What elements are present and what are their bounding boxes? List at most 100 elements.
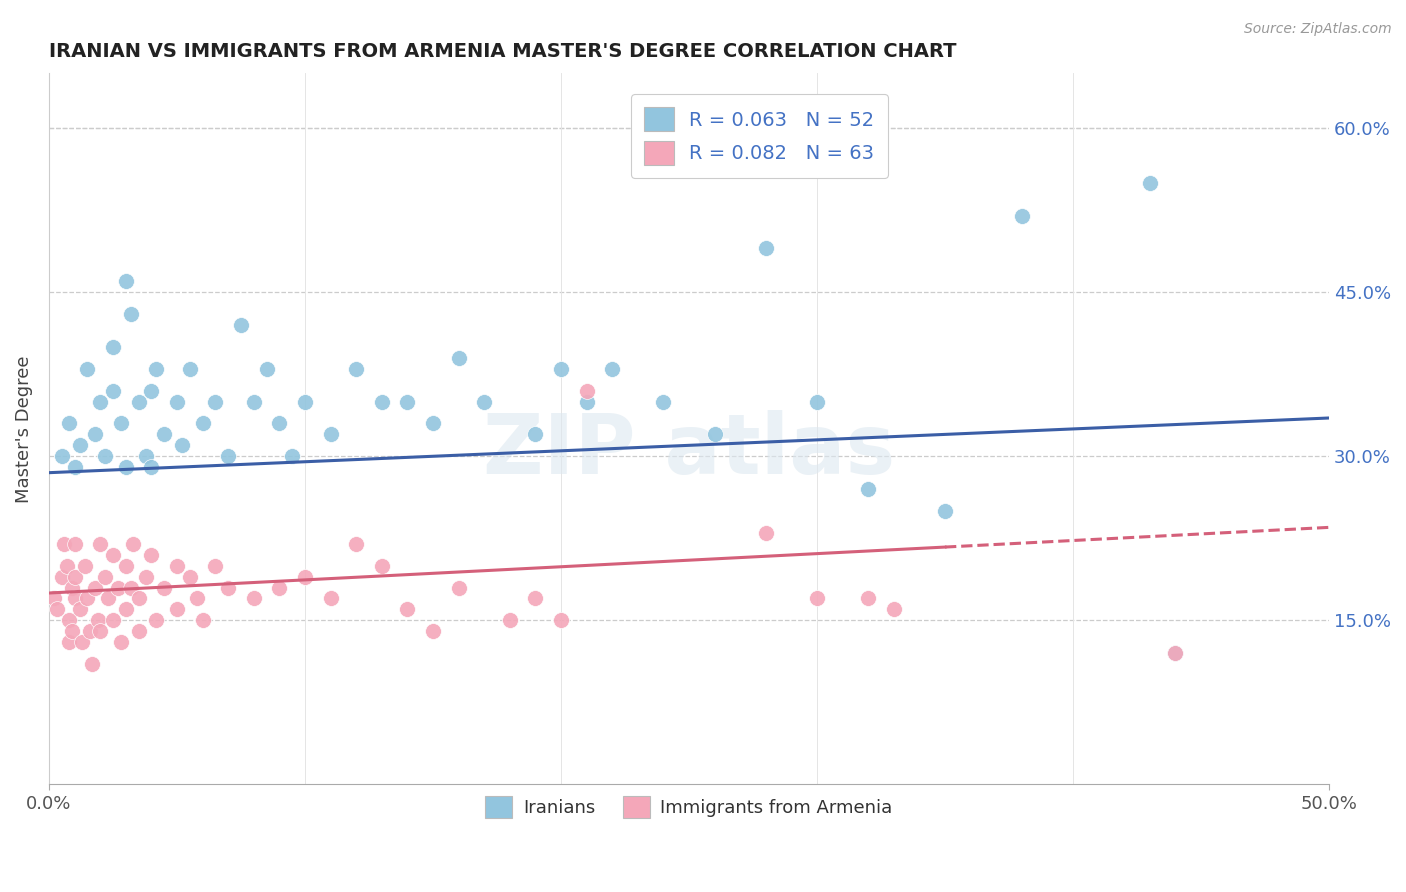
Point [89,624,111,639]
Point [141,548,163,562]
Point [82,657,104,672]
Point [550,613,572,627]
Point [42,591,65,606]
Point [63,591,86,606]
Point [101,384,124,398]
Point [166,394,188,409]
Point [60,624,83,639]
Point [89,537,111,551]
Point [53,537,76,551]
Point [79,624,101,639]
Point [319,427,342,442]
Point [1164,646,1187,660]
Point [145,361,167,376]
Point [45,602,67,616]
Point [1011,209,1033,223]
Point [204,558,226,573]
Point [172,438,194,452]
Point [755,525,778,540]
Point [447,351,470,365]
Point [242,591,264,606]
Point [69,602,91,616]
Point [600,361,623,376]
Point [524,591,547,606]
Point [524,427,547,442]
Point [396,394,419,409]
Point [128,394,150,409]
Point [94,569,117,583]
Point [114,558,136,573]
Point [281,450,304,464]
Point [934,504,956,518]
Point [294,569,316,583]
Point [114,460,136,475]
Point [575,384,598,398]
Point [179,361,201,376]
Point [806,591,828,606]
Point [856,591,879,606]
Point [344,361,367,376]
Point [575,394,598,409]
Point [107,581,129,595]
Point [472,394,495,409]
Point [191,417,214,431]
Point [191,613,214,627]
Text: ZIP atlas: ZIP atlas [482,409,896,491]
Point [269,581,291,595]
Point [883,602,905,616]
Point [101,613,124,627]
Point [94,450,117,464]
Point [135,569,157,583]
Point [371,558,394,573]
Point [550,361,572,376]
Point [755,242,778,256]
Point [344,537,367,551]
Point [806,394,828,409]
Point [1164,646,1187,660]
Point [153,581,176,595]
Point [120,581,142,595]
Point [128,591,150,606]
Point [86,613,108,627]
Point [51,450,73,464]
Point [101,340,124,354]
Point [89,394,111,409]
Point [141,460,163,475]
Point [229,318,252,332]
Point [166,558,188,573]
Point [63,569,86,583]
Point [652,394,675,409]
Point [319,591,342,606]
Point [120,307,142,321]
Point [84,581,107,595]
Point [1139,176,1161,190]
Point [422,417,444,431]
Text: IRANIAN VS IMMIGRANTS FROM ARMENIA MASTER'S DEGREE CORRELATION CHART: IRANIAN VS IMMIGRANTS FROM ARMENIA MASTE… [49,42,956,61]
Point [58,417,80,431]
Point [60,581,83,595]
Point [58,635,80,649]
Point [97,591,120,606]
Point [141,384,163,398]
Point [166,602,188,616]
Point [703,427,725,442]
Point [135,450,157,464]
Point [51,569,73,583]
Point [84,427,107,442]
Point [153,427,176,442]
Point [63,537,86,551]
Point [294,394,316,409]
Point [72,635,94,649]
Point [58,613,80,627]
Point [69,438,91,452]
Point [371,394,394,409]
Point [101,548,124,562]
Point [76,591,98,606]
Y-axis label: Master's Degree: Master's Degree [15,355,32,503]
Point [110,417,132,431]
Point [217,450,239,464]
Legend: Iranians, Immigrants from Armenia: Iranians, Immigrants from Armenia [478,789,900,825]
Point [422,624,444,639]
Point [186,591,208,606]
Point [856,482,879,496]
